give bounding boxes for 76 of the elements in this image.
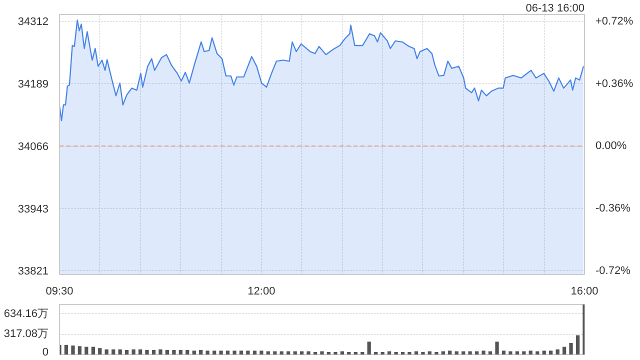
x-tick-label: 12:00 [248, 286, 276, 298]
bar [320, 351, 324, 354]
bar [91, 346, 95, 354]
bar [118, 349, 122, 354]
bar [212, 350, 216, 354]
y2-tick-label: +0.36% [596, 78, 634, 90]
bar [219, 350, 223, 354]
bar [354, 352, 358, 354]
bar [172, 350, 176, 354]
bar [112, 349, 116, 354]
bar [232, 350, 236, 354]
bar [408, 352, 412, 354]
bar [528, 350, 532, 354]
bar [448, 350, 452, 354]
x-tick-label: 16:00 [570, 286, 598, 298]
bar [252, 350, 257, 354]
bar [394, 352, 398, 354]
y2-tick-label: 0.00% [596, 140, 627, 152]
y-tick-label: 33943 [18, 203, 49, 216]
bar [306, 351, 310, 354]
bar [569, 342, 573, 354]
bar [145, 350, 149, 354]
bar [313, 352, 318, 354]
bar [206, 350, 210, 354]
bar [192, 350, 196, 354]
bar [380, 352, 384, 354]
bar [104, 349, 108, 354]
bar [374, 352, 378, 354]
bar [562, 346, 566, 354]
bar [138, 349, 142, 354]
bar [360, 352, 364, 354]
bar [508, 351, 512, 354]
text: 06-13 16:00 [526, 2, 584, 14]
bar [556, 349, 560, 354]
bar [226, 350, 230, 354]
bar [400, 352, 405, 354]
y2-tick-label: -0.72% [596, 265, 631, 278]
bar [367, 342, 371, 354]
y-tick-label: 34066 [18, 141, 49, 154]
bar [482, 350, 486, 354]
bar [132, 349, 136, 354]
bar [124, 350, 129, 354]
bar [334, 352, 338, 354]
bar [576, 335, 580, 354]
bar [468, 351, 472, 354]
bar [434, 352, 438, 354]
bar [84, 346, 88, 354]
bar [239, 350, 244, 354]
bar [260, 350, 264, 354]
bar [158, 349, 162, 354]
bar [98, 348, 102, 354]
bar [421, 352, 425, 354]
bar [178, 350, 182, 354]
y-tick-label: 34189 [18, 78, 49, 91]
bar [199, 350, 203, 354]
bar [502, 350, 506, 354]
y-tick-label: 634.16万 [4, 308, 49, 320]
x-tick-label: 09:30 [46, 286, 74, 298]
bar [326, 352, 331, 354]
y-tick-label: 33821 [18, 265, 49, 278]
bar [495, 342, 499, 354]
bar [347, 352, 351, 354]
y-tick-label: 0 [42, 346, 49, 358]
y2-tick-label: -0.36% [596, 202, 631, 215]
bar [165, 350, 169, 354]
bar [542, 350, 546, 354]
bar [152, 350, 156, 354]
y-tick-label: 317.08万 [4, 328, 49, 340]
bar [186, 350, 190, 354]
bar [71, 346, 75, 354]
bar [246, 350, 250, 354]
bar [64, 344, 68, 354]
y-tick-label: 34312 [18, 16, 49, 28]
bar [549, 350, 553, 354]
y2-tick-label: +0.72% [596, 15, 634, 28]
bar [78, 346, 82, 354]
